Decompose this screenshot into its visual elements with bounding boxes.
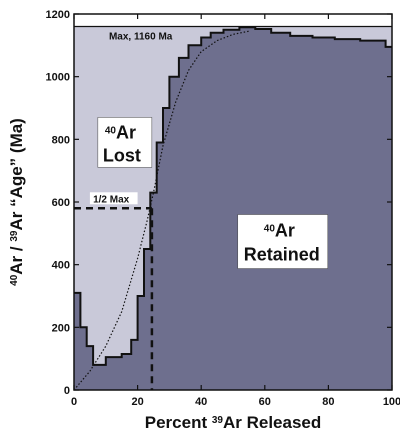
ar-lost-area bbox=[74, 26, 392, 365]
ar-retained-area bbox=[74, 27, 392, 390]
max-age-annotation: Max, 1160 Ma bbox=[109, 32, 173, 43]
half-max-annotation: 1/2 Max bbox=[93, 194, 130, 205]
y-tick-label: 600 bbox=[52, 197, 70, 209]
y-tick-label: 1000 bbox=[46, 72, 70, 84]
x-tick-label: 80 bbox=[322, 396, 334, 408]
ar-lost-label-box bbox=[97, 117, 153, 168]
half-max-label-background bbox=[89, 192, 138, 205]
ar-lost-label-line1: 40Ar bbox=[105, 122, 136, 142]
ar-lost-label-line2: Lost bbox=[103, 145, 141, 165]
y-tick-label: 200 bbox=[52, 322, 70, 334]
retention-dotted-curve bbox=[73, 30, 250, 391]
y-tick-label: 0 bbox=[64, 385, 70, 397]
age-spectrum-step-line bbox=[74, 26, 392, 366]
y-axis-ticks: 0 200 400 600 800 1000 1200 bbox=[46, 9, 392, 397]
y-tick-label: 400 bbox=[52, 260, 70, 272]
x-tick-label: 20 bbox=[131, 396, 143, 408]
y-tick-label: 800 bbox=[52, 134, 70, 146]
x-axis-title: Percent 39Ar Released bbox=[145, 413, 322, 432]
ar-retained-label-line1: 40Ar bbox=[264, 221, 295, 241]
y-tick-label: 1200 bbox=[46, 9, 70, 21]
ar-retained-label-box bbox=[237, 214, 329, 269]
y-axis-title: 40Ar / 39Ar “Age” (Ma) bbox=[7, 118, 26, 286]
ar-retained-label-line2: Retained bbox=[244, 245, 320, 265]
x-tick-label: 60 bbox=[259, 396, 271, 408]
x-tick-label: 40 bbox=[195, 396, 207, 408]
x-tick-label: 0 bbox=[71, 396, 77, 408]
x-axis-ticks: 0 20 40 60 80 100 bbox=[71, 14, 400, 408]
x-tick-label: 100 bbox=[383, 396, 400, 408]
